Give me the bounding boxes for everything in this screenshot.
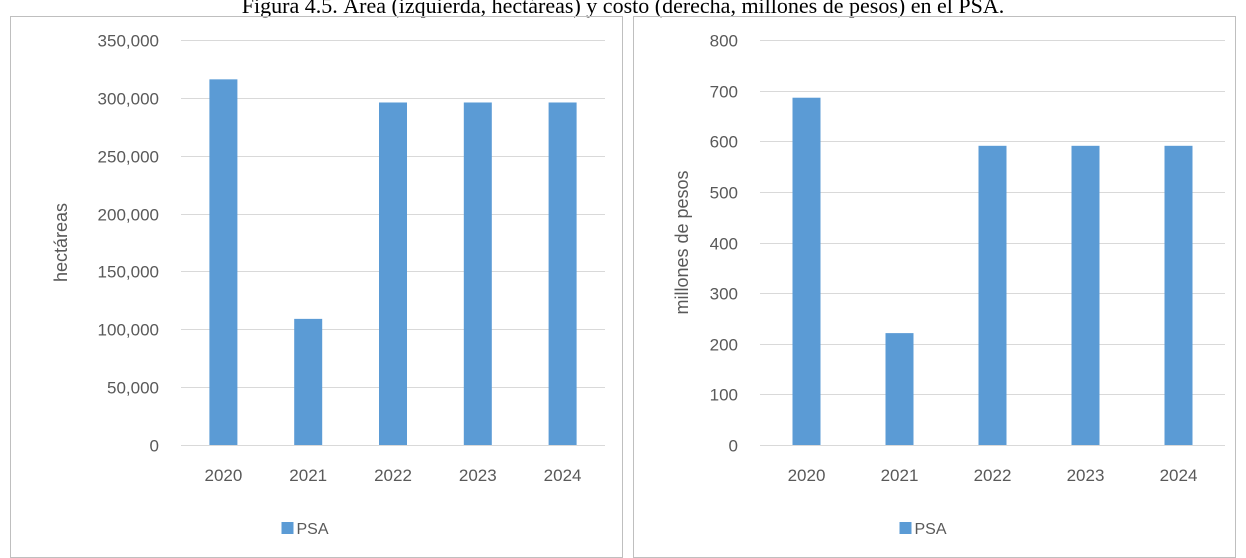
x-tick-label: 2021 (289, 466, 327, 485)
y-tick-label: 250,000 (98, 148, 159, 167)
bar (548, 102, 577, 445)
y-tick-label: 300 (710, 285, 738, 304)
x-tick-label: 2022 (374, 466, 412, 485)
x-tick-label: 2024 (544, 466, 582, 485)
x-tick-label: 2024 (1160, 466, 1198, 485)
x-tick-label: 2020 (204, 466, 242, 485)
bar (1071, 145, 1100, 445)
y-tick-label: 400 (710, 235, 738, 254)
bar (978, 145, 1007, 445)
bar (1164, 145, 1193, 445)
y-tick-label: 200 (710, 336, 738, 355)
bar (209, 79, 238, 445)
y-tick-label: 200,000 (98, 206, 159, 225)
x-tick-label: 2023 (1067, 466, 1105, 485)
y-tick-label: 150,000 (98, 263, 159, 282)
legend-label: PSA (297, 521, 329, 538)
bar (379, 102, 407, 445)
bar (885, 333, 914, 445)
bar (792, 97, 821, 446)
y-tick-label: 0 (729, 437, 738, 456)
legend-swatch (899, 522, 912, 534)
y-tick-label: 300,000 (98, 90, 159, 109)
bar (294, 318, 323, 445)
bar (463, 102, 492, 445)
area-chart: 0 50,000 100,000 150,000 200,000 250,000 300,0… (10, 16, 623, 558)
y-axis-label: millones de pesos (672, 170, 692, 314)
x-tick-label: 2023 (459, 466, 497, 485)
y-tick-label: 100 (710, 386, 738, 405)
y-axis-label: hectáreas (51, 203, 71, 282)
y-tick-label: 800 (710, 32, 738, 51)
x-tick-label: 2020 (788, 466, 826, 485)
x-tick-label: 2022 (974, 466, 1012, 485)
legend-label: PSA (915, 521, 947, 538)
y-tick-label: 700 (710, 83, 738, 102)
cost-chart: 0 100 200 300 400 500 600 700 800 2020 2021 2022 202… (633, 16, 1236, 558)
legend-swatch (281, 522, 294, 534)
y-tick-label: 100,000 (98, 321, 159, 340)
x-tick-label: 2021 (881, 466, 919, 485)
y-tick-label: 500 (710, 184, 738, 203)
y-tick-label: 50,000 (107, 379, 159, 398)
y-tick-label: 600 (710, 133, 738, 152)
y-tick-label: 0 (150, 437, 159, 456)
y-tick-label: 350,000 (98, 32, 159, 51)
figure-caption: Figura 4.5. Área (izquierda, hectáreas) … (241, 0, 1005, 18)
